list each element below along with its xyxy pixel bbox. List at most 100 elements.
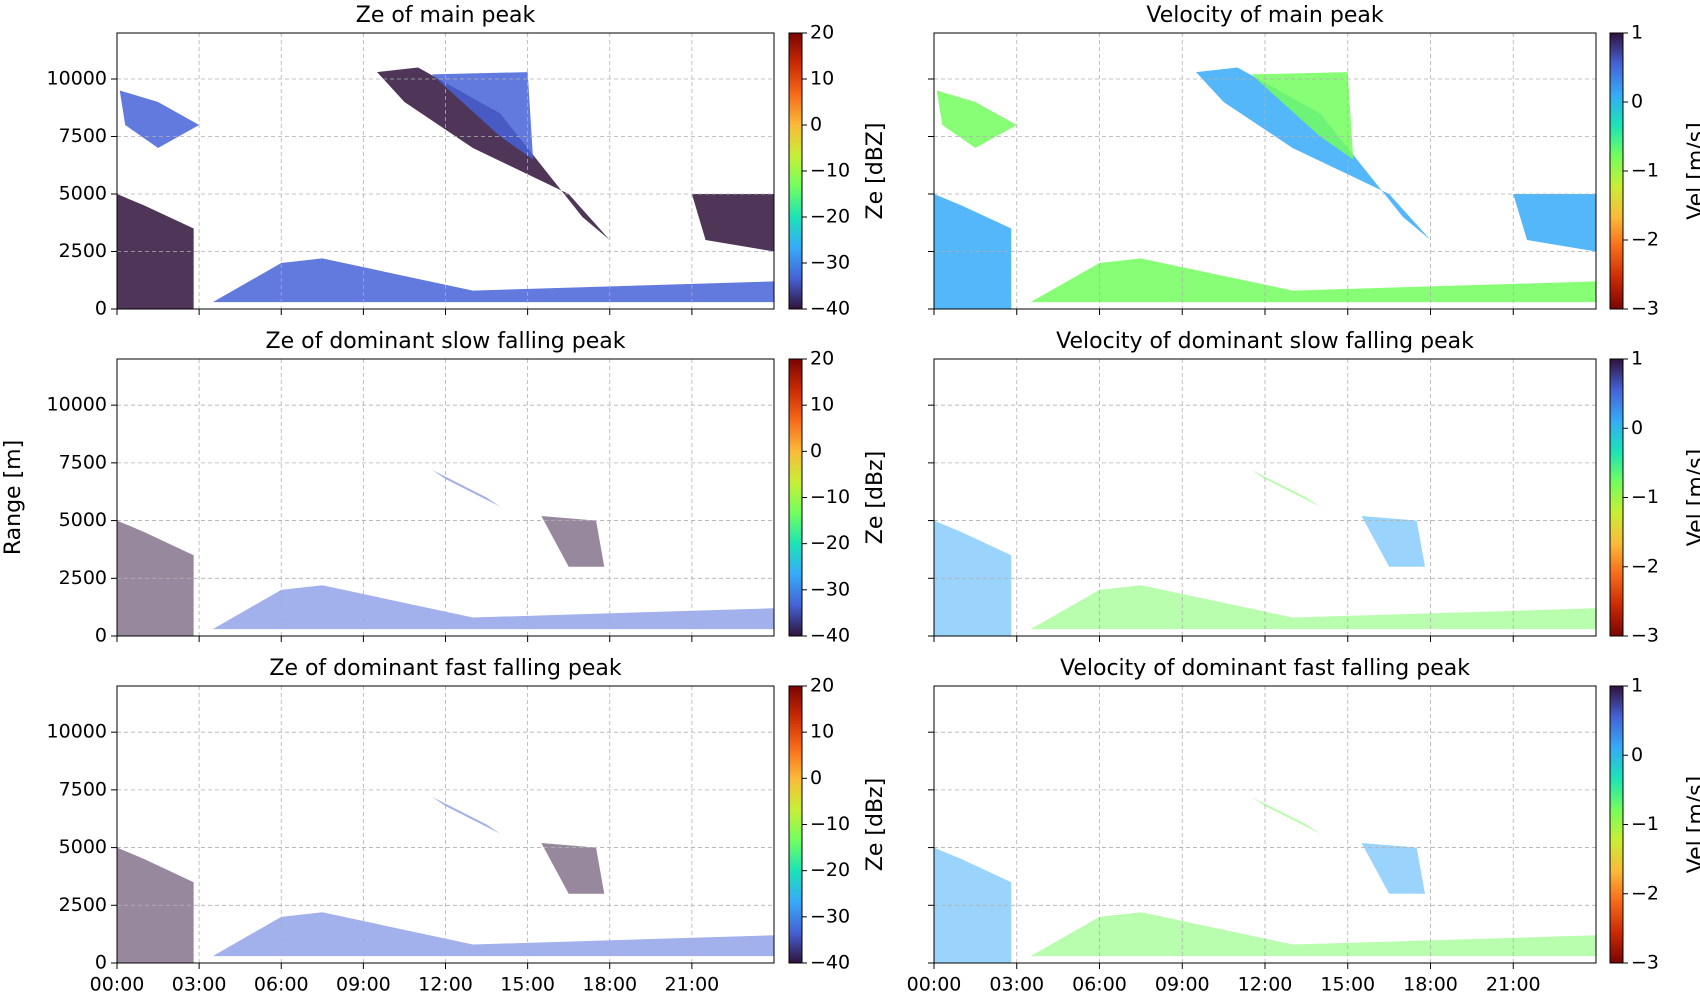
echo-region: [691, 194, 774, 252]
colorbar-tick-label: 0: [1631, 417, 1643, 439]
colorbar-tick-label: −30: [810, 578, 850, 600]
colorbar-label: Vel [m/s]: [1684, 776, 1700, 873]
colorbar-tick-label: −3: [1631, 952, 1659, 974]
y-tick-label: 7500: [59, 125, 107, 147]
colorbar-tick-label: −40: [810, 625, 850, 647]
colorbar-tick-label: −10: [810, 486, 850, 508]
y-axis-label: Range [m]: [1, 440, 26, 555]
echo-region: [431, 72, 534, 160]
x-tick-label: 06:00: [254, 974, 309, 996]
echo-region: [212, 585, 774, 630]
x-tick-label: 03:00: [989, 974, 1044, 996]
x-tick-label: 12:00: [1238, 974, 1293, 996]
colorbar-tick-label: −3: [1631, 298, 1659, 320]
x-tick-label: 09:00: [1155, 974, 1210, 996]
x-tick-label: 00:00: [90, 974, 145, 996]
echo-region: [212, 912, 774, 957]
panel-title: Velocity of dominant fast falling peak: [1060, 656, 1470, 681]
x-tick-label: 21:00: [1486, 974, 1541, 996]
colorbar-tick-label: −2: [1631, 555, 1659, 577]
panel-title: Ze of main peak: [356, 3, 536, 28]
panel: 00:00 03:00 06:00 09:00 12:00 15:00 18:00 21:00…: [907, 656, 1700, 996]
colorbar-label: Ze [dBz]: [863, 778, 888, 871]
colorbar-tick-label: −40: [810, 952, 850, 974]
panel-title: Ze of dominant fast falling peak: [269, 656, 622, 681]
panel: 0 2500 5000 7500 10000 Ze of main peak −40 −30 −…: [47, 3, 888, 320]
y-tick-label: 5000: [59, 836, 107, 858]
y-tick-label: 10000: [47, 721, 107, 743]
x-tick-label: 12:00: [418, 974, 473, 996]
y-tick-label: 7500: [59, 778, 107, 800]
echo-region: [1361, 515, 1425, 567]
x-tick-label: 06:00: [1072, 974, 1127, 996]
colorbar-tick-label: 20: [810, 348, 834, 370]
echo-region: [1030, 585, 1596, 630]
y-tick-label: 0: [95, 952, 107, 974]
echo-region: [541, 515, 605, 567]
panel-title: Velocity of main peak: [1146, 3, 1383, 28]
colorbar-label: Ze [dBZ]: [863, 123, 888, 220]
colorbar-label: Vel [m/s]: [1684, 122, 1700, 219]
colorbar-tick-label: −30: [810, 905, 850, 927]
x-tick-label: 03:00: [172, 974, 227, 996]
echo-region: [431, 469, 501, 507]
colorbar-tick-label: 1: [1631, 348, 1643, 370]
colorbar: [1609, 358, 1624, 637]
colorbar-tick-label: 1: [1631, 22, 1643, 44]
plot-frame: [933, 685, 1597, 964]
x-tick-label: 18:00: [1403, 974, 1458, 996]
plot-frame: [116, 685, 775, 964]
colorbar-tick-label: −30: [810, 252, 850, 274]
plot-frame: [116, 32, 775, 310]
colorbar: [788, 32, 803, 310]
echo-region: [541, 842, 605, 894]
echo-region: [1251, 72, 1354, 160]
colorbar-tick-label: −2: [1631, 229, 1659, 251]
y-tick-label: 2500: [59, 894, 107, 916]
x-tick-label: 15:00: [500, 974, 555, 996]
echo-region: [212, 258, 774, 303]
x-tick-label: 00:00: [907, 974, 962, 996]
echo-region: [119, 90, 200, 148]
colorbar-tick-label: −40: [810, 298, 850, 320]
colorbar-label: Ze [dBz]: [863, 451, 888, 544]
colorbar-tick-label: −1: [1631, 813, 1659, 835]
colorbar-tick-label: 0: [810, 114, 822, 136]
colorbar-tick-label: 0: [1631, 91, 1643, 113]
y-tick-label: 2500: [59, 567, 107, 589]
colorbar-tick-label: −1: [1631, 486, 1659, 508]
colorbar-tick-label: −2: [1631, 882, 1659, 904]
x-tick-label: 21:00: [664, 974, 719, 996]
echo-region: [1030, 912, 1596, 957]
panel: Velocity of main peak −3 −2 −1 0 1 Vel [m/s]: [928, 3, 1700, 320]
y-tick-label: 2500: [59, 240, 107, 262]
colorbar-tick-label: 0: [810, 767, 822, 789]
colorbar-tick-label: 10: [810, 394, 834, 416]
colorbar: [788, 358, 803, 637]
x-tick-label: 18:00: [582, 974, 637, 996]
colorbar-tick-label: −10: [810, 813, 850, 835]
colorbar: [788, 685, 803, 964]
colorbar: [1609, 32, 1624, 310]
colorbar-tick-label: 0: [1631, 744, 1643, 766]
panel: 00:00 03:00 06:00 09:00 12:00 15:00 18:00 21:00…: [47, 656, 888, 996]
colorbar-tick-label: −20: [810, 206, 850, 228]
panel-title: Ze of dominant slow falling peak: [266, 329, 626, 354]
panel: 0 2500 5000 7500 10000 Ze of dominant slow fa…: [1, 329, 888, 647]
plot-frame: [933, 32, 1597, 310]
y-tick-label: 5000: [59, 183, 107, 205]
echo-region: [936, 90, 1017, 148]
colorbar-tick-label: −20: [810, 859, 850, 881]
echo-region: [1251, 796, 1321, 834]
colorbar-tick-label: 0: [810, 440, 822, 462]
colorbar-tick-label: 1: [1631, 675, 1643, 697]
echo-region: [1251, 469, 1321, 507]
x-tick-label: 09:00: [336, 974, 391, 996]
colorbar-tick-label: −10: [810, 160, 850, 182]
panel-title: Velocity of dominant slow falling peak: [1056, 329, 1474, 354]
echo-region: [431, 796, 501, 834]
echo-region: [1361, 842, 1425, 894]
colorbar-tick-label: 20: [810, 675, 834, 697]
colorbar-tick-label: −1: [1631, 160, 1659, 182]
